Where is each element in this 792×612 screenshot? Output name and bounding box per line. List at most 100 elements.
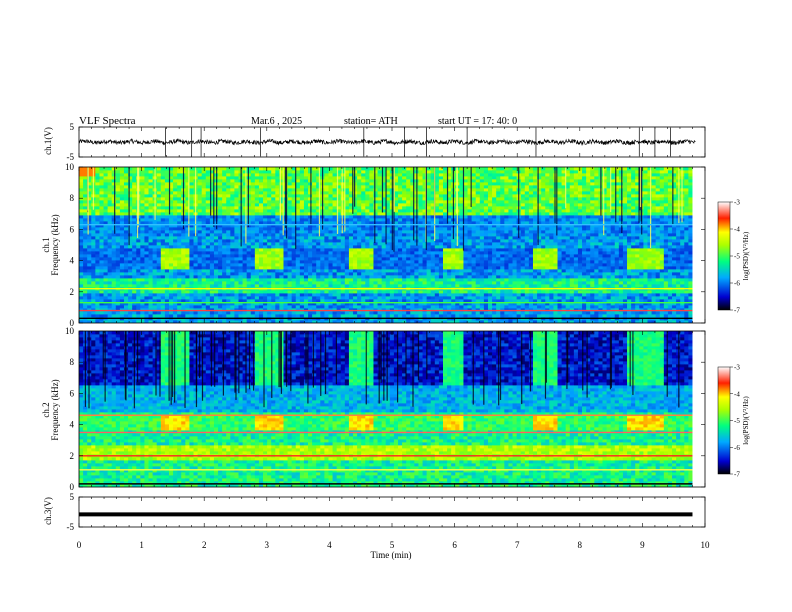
- spectrogram-cell: [209, 191, 215, 195]
- spectrogram-cell: [414, 308, 419, 312]
- spectrogram-cell: [316, 272, 321, 276]
- spectrogram-cell: [373, 302, 378, 306]
- spectrogram-cell: [168, 206, 174, 210]
- spectrogram-cell: [283, 299, 288, 303]
- ch1-waveform-panel: 5-5: [67, 122, 706, 162]
- spectrogram-cell: [79, 194, 84, 198]
- spectrogram-cell: [246, 290, 252, 294]
- spectrogram-cell: [205, 167, 211, 171]
- spectrogram-cell: [218, 278, 223, 282]
- spectrogram-cell: [230, 230, 235, 234]
- spectrogram-cell: [83, 254, 88, 258]
- spectrogram-cell: [156, 230, 162, 234]
- spectrogram-cell: [226, 260, 231, 264]
- spectrogram-cell: [295, 311, 301, 315]
- spectrogram-cell: [103, 233, 109, 237]
- spectrogram-cell: [434, 170, 440, 174]
- spectrogram-cell: [132, 257, 137, 261]
- spectrogram-cell: [258, 191, 264, 195]
- spectrogram-cell: [185, 248, 190, 252]
- spectrogram-cell: [332, 260, 338, 264]
- spectrogram-cell: [434, 299, 440, 303]
- spectrogram-cell: [87, 269, 92, 273]
- spectrogram-cell: [398, 266, 403, 270]
- spectrogram-cell: [201, 242, 207, 246]
- spectrogram-cell: [365, 260, 370, 264]
- spectrogram-cell: [324, 284, 329, 288]
- spectrogram-cell: [422, 215, 428, 219]
- spectrogram-cell: [348, 221, 354, 225]
- spectrogram-cell: [406, 311, 411, 315]
- spectrogram-cell: [447, 305, 452, 309]
- spectrogram-cell: [422, 173, 428, 177]
- spectrogram-cell: [303, 215, 309, 219]
- spectrogram-cell: [197, 266, 203, 270]
- spectrogram-cell: [344, 278, 350, 282]
- spectrogram-cell: [103, 239, 109, 243]
- spectrogram-cell: [455, 293, 460, 297]
- spectrogram-cell: [373, 242, 378, 246]
- spectrogram-cell: [83, 182, 88, 186]
- spectrogram-cell: [226, 173, 231, 177]
- spectrogram-cell: [136, 266, 141, 270]
- spectrogram-cell: [340, 314, 346, 318]
- spectrogram-cell: [291, 263, 297, 267]
- spectrogram-cell: [197, 173, 203, 177]
- spectrogram-cell: [443, 257, 448, 261]
- spectrogram-cell: [107, 290, 113, 294]
- spectrogram-cell: [205, 191, 211, 195]
- spectrogram-cell: [222, 170, 227, 174]
- spectrogram-cell: [287, 272, 293, 276]
- spectrogram-cell: [336, 305, 342, 309]
- spectrogram-cell: [177, 185, 182, 189]
- spectrogram-cell: [250, 215, 256, 219]
- spectrogram-cell: [173, 275, 178, 279]
- spectrogram-cell: [410, 293, 415, 297]
- spectrogram-cell: [455, 275, 460, 279]
- spectrogram-cell: [193, 269, 199, 273]
- spectrogram-cell: [115, 299, 121, 303]
- spectrogram-cell: [447, 239, 452, 243]
- spectrogram-cell: [283, 245, 288, 249]
- spectrogram-cell: [87, 248, 92, 252]
- spectrogram-cell: [373, 227, 378, 231]
- spectrogram-cell: [254, 278, 260, 282]
- spectrogram-cell: [279, 221, 284, 225]
- spectrogram-cell: [402, 185, 407, 189]
- spectrogram-cell: [275, 170, 280, 174]
- spectrogram-cell: [295, 254, 301, 258]
- spectrogram-cell: [222, 230, 227, 234]
- spectrogram-cell: [447, 293, 452, 297]
- spectrogram-cell: [312, 242, 317, 246]
- spectrogram-cell: [332, 188, 338, 192]
- spectrogram-cell: [406, 314, 411, 318]
- spectrogram-cell: [410, 212, 415, 216]
- spectrogram-cell: [234, 245, 239, 249]
- spectrogram-cell: [173, 200, 178, 204]
- spectrogram-cell: [132, 239, 137, 243]
- spectrogram-cell: [95, 239, 100, 243]
- spectrogram-cell: [344, 272, 350, 276]
- spectrogram-cell: [279, 299, 284, 303]
- spectrogram-cell: [381, 290, 387, 294]
- spectrogram-cell: [222, 269, 227, 273]
- spectrogram-cell: [406, 221, 411, 225]
- spectrogram-cell: [267, 227, 272, 231]
- spectrogram-cell: [406, 209, 411, 213]
- spectrogram-cell: [83, 275, 88, 279]
- spectrogram-cell: [205, 215, 211, 219]
- spectrogram-cell: [267, 251, 272, 255]
- spectrogram-cell: [422, 245, 428, 249]
- spectrogram-cell: [389, 266, 395, 270]
- spectrogram-cell: [287, 215, 293, 219]
- spectrogram-cell: [234, 170, 239, 174]
- spectrogram-cell: [308, 260, 313, 264]
- spectrogram-cell: [226, 212, 231, 216]
- spectrogram-cell: [438, 206, 444, 210]
- spectrogram-cell: [328, 299, 333, 303]
- spectrogram-cell: [128, 308, 133, 312]
- spectrogram-cell: [107, 263, 113, 267]
- spectrogram-cell: [189, 212, 194, 216]
- spectrogram-cell: [316, 257, 321, 261]
- spectrogram-cell: [148, 305, 154, 309]
